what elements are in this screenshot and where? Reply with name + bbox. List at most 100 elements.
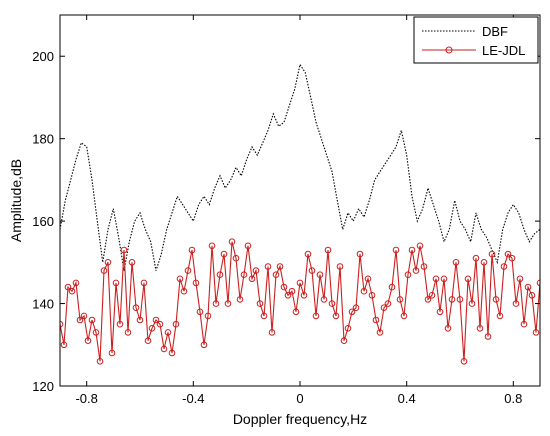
series-marker-le-jdl [424,296,432,303]
series-marker-le-jdl [388,283,396,291]
series-marker-le-jdl [188,246,196,254]
series-marker-le-jdl [60,341,68,349]
series-marker-le-jdl [140,279,148,287]
y-tick-label: 180 [32,132,54,147]
series-marker-le-jdl [192,279,200,287]
series-marker-le-jdl [148,325,156,332]
series-marker-le-jdl [144,337,152,345]
series-marker-le-jdl [136,316,144,324]
legend-marker-le-jdl [445,46,453,54]
series-marker-le-jdl [184,267,192,274]
series-marker-le-jdl [132,304,140,312]
series-marker-le-jdl [328,300,336,307]
series-marker-le-jdl [344,325,352,332]
series-marker-le-jdl [64,283,72,291]
series-marker-le-jdl [340,337,348,345]
series-marker-le-jdl [216,271,224,279]
series-marker-le-jdl [348,308,356,316]
series-marker-le-jdl [392,246,400,254]
legend-label-le-jdl: LE-JDL [482,43,525,58]
series-marker-le-jdl [420,263,428,270]
series-marker-le-jdl [516,275,524,283]
series-marker-le-jdl [368,292,376,299]
y-tick-label: 200 [32,49,54,64]
series-marker-le-jdl [284,292,292,299]
series-marker-le-jdl [240,271,248,279]
series-marker-le-jdl [92,329,100,336]
series-marker-le-jdl [252,267,260,274]
series-marker-le-jdl [292,308,300,316]
series-marker-le-jdl [500,263,508,270]
y-tick-label: 160 [32,214,54,229]
series-marker-le-jdl [72,279,80,287]
series-marker-le-jdl [128,259,136,266]
series-marker-le-jdl [532,329,540,336]
series-marker-le-jdl [120,246,128,254]
y-axis-label: Amplitude,dB [8,159,24,242]
series-marker-le-jdl [316,271,324,279]
series-marker-le-jdl [488,250,496,258]
series-marker-le-jdl [208,242,216,250]
series-marker-le-jdl [124,329,132,336]
series-marker-le-jdl [180,287,188,295]
series-marker-le-jdl [380,304,388,312]
legend: DBF LE-JDL [413,16,539,64]
series-marker-le-jdl [464,275,472,283]
series-marker-le-jdl [96,358,104,365]
series-marker-le-jdl [400,312,408,320]
series-marker-le-jdl [508,254,516,262]
series-marker-le-jdl [372,316,380,324]
series-marker-le-jdl [492,296,500,303]
series-marker-le-jdl [272,271,280,279]
series-marker-le-jdl [512,300,520,307]
series-marker-le-jdl [336,263,344,270]
series-marker-le-jdl [364,275,372,283]
plot-area [60,15,540,386]
series-marker-le-jdl [168,349,176,357]
series-marker-le-jdl [268,329,276,336]
y-tick-label: 140 [32,297,54,312]
series-marker-le-jdl [384,300,392,307]
series-marker-le-jdl [536,279,540,287]
series-marker-le-jdl [100,267,108,274]
series-marker-le-jdl [248,275,256,283]
series-marker-le-jdl [432,275,440,283]
series-marker-le-jdl [456,296,464,303]
series-marker-le-jdl [396,296,404,303]
series-marker-le-jdl [256,300,264,307]
series-marker-le-jdl [356,250,364,258]
series-marker-le-jdl [84,337,92,345]
series-marker-le-jdl [332,312,340,320]
series-marker-le-jdl [320,296,328,303]
series-marker-le-jdl [164,329,172,336]
series-marker-le-jdl [360,287,368,295]
series-marker-le-jdl [104,259,112,266]
series-marker-le-jdl [484,333,492,340]
series-marker-le-jdl [204,312,212,320]
series-marker-le-jdl [88,316,96,324]
y-tick-label: 120 [32,379,54,394]
x-tick-label: -0.4 [182,391,204,406]
series-marker-le-jdl [244,242,252,250]
series-marker-le-jdl [428,292,436,299]
series-marker-le-jdl [116,320,124,328]
series-marker-le-jdl [152,316,160,324]
series-marker-le-jdl [228,238,236,245]
series-marker-le-jdl [408,246,416,254]
series-marker-le-jdl [520,320,528,328]
series-marker-le-jdl [308,267,316,274]
series-marker-le-jdl [196,308,204,316]
series-marker-le-jdl [220,250,228,258]
series-marker-le-jdl [176,275,184,283]
series-marker-le-jdl [376,329,384,336]
plot-background [60,15,540,386]
series-marker-le-jdl [480,259,488,266]
x-tick-label: 0.8 [504,391,522,406]
series-marker-le-jdl [260,312,268,320]
series-marker-le-jdl [108,349,116,357]
x-tick-label: 0 [296,391,303,406]
x-tick-label: 0.4 [398,391,416,406]
series-marker-le-jdl [504,250,512,258]
legend-label-dbf: DBF [482,24,508,39]
series-marker-le-jdl [448,296,456,303]
